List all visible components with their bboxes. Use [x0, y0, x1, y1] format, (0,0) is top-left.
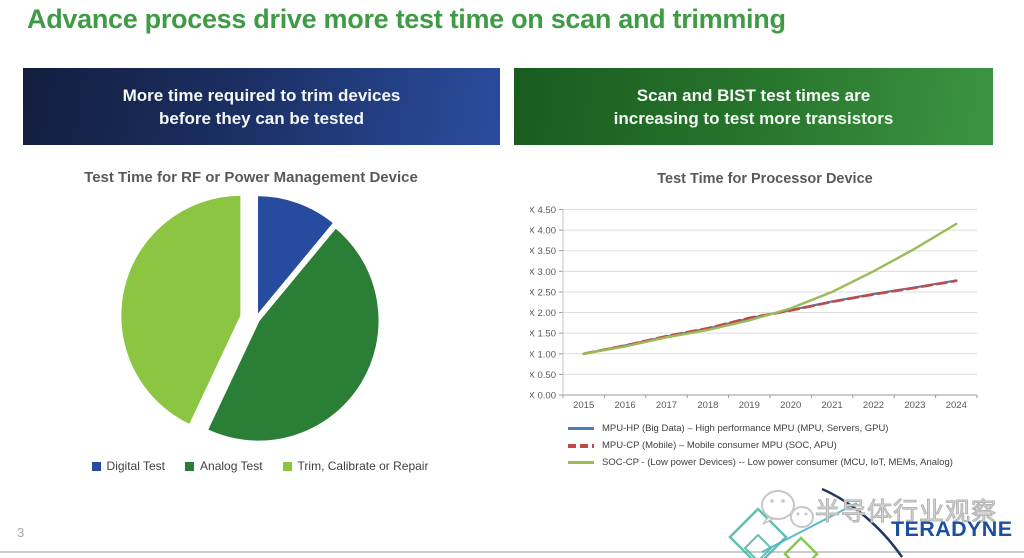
- x-axis-label: 2019: [739, 400, 760, 411]
- header-banner-scan-text: Scan and BIST test times are increasing …: [613, 85, 894, 128]
- x-axis-label: 2023: [904, 400, 925, 411]
- x-axis-label: 2015: [573, 400, 594, 411]
- legend-label: Trim, Calibrate or Repair: [297, 459, 429, 473]
- legend-label: Analog Test: [200, 459, 263, 473]
- pie-chart-title: Test Time for RF or Power Management Dev…: [84, 169, 418, 186]
- y-axis-label: X 3.50: [530, 246, 556, 257]
- y-axis-label: X 4.00: [530, 226, 556, 237]
- logo-diamond-large: [728, 507, 788, 558]
- legend-label: Digital Test: [106, 459, 166, 473]
- pie-legend: Digital Test Analog Test Trim, Calibrate o…: [70, 459, 450, 473]
- bottom-divider: [0, 551, 1024, 553]
- pie-legend-item: Analog Test: [185, 459, 263, 473]
- legend-label: MPU-HP (Big Data) – High performance MPU…: [602, 423, 889, 434]
- pie-chart: [119, 193, 381, 443]
- teradyne-logo-graphic: [728, 487, 904, 558]
- line-chart: X 0.00 X 0.50 X 1.00 X 1.50 X 2.00 X 2.50 X 3.…: [530, 205, 978, 411]
- x-axis-label: 2021: [822, 400, 843, 411]
- legend-swatch: [568, 461, 594, 464]
- y-axis-label: X 1.50: [530, 329, 556, 340]
- teradyne-logo-text: TERADYNE: [891, 517, 1013, 541]
- watermark-text: 半导体行业观察: [814, 498, 998, 527]
- pie-slice-0: [256, 194, 336, 318]
- legend-swatch: [568, 427, 594, 430]
- y-axis-label: X 3.00: [530, 267, 556, 278]
- y-axis-label: X 4.50: [530, 205, 556, 216]
- logo-swoosh: [821, 487, 904, 558]
- wechat-icon: [761, 490, 814, 528]
- legend-swatch: [282, 461, 292, 471]
- pie-legend-item: Digital Test: [91, 459, 166, 473]
- pie-slice-1: [206, 226, 381, 443]
- y-axis-label: X 1.00: [530, 349, 556, 360]
- logo-diamond-green: [783, 536, 819, 558]
- y-axis-label: X 2.00: [530, 308, 556, 319]
- x-axis-label: 2022: [863, 400, 884, 411]
- logo-diamond-inner: [743, 533, 773, 558]
- line-chart-legend: MPU-HP (Big Data) – High performance MPU…: [568, 420, 953, 471]
- slide-title: Advance process drive more test time on …: [27, 4, 786, 34]
- legend-swatch: [568, 443, 594, 448]
- logo-teal-line: [761, 502, 858, 553]
- page-number: 3: [17, 525, 25, 540]
- line-legend-item: MPU-HP (Big Data) – High performance MPU…: [568, 420, 953, 437]
- legend-swatch: [91, 461, 101, 471]
- line-legend-item: MPU-CP (Mobile) – Mobile consumer MPU (S…: [568, 437, 953, 454]
- x-axis-label: 2020: [780, 400, 801, 411]
- legend-swatch: [185, 461, 195, 471]
- line-chart-title: Test Time for Processor Device: [657, 171, 873, 187]
- legend-label: MPU-CP (Mobile) – Mobile consumer MPU (S…: [602, 440, 837, 451]
- x-axis-label: 2016: [615, 400, 636, 411]
- pie-slice-2: [119, 193, 243, 427]
- legend-label: SOC-CP - (Low power Devices) -- Low powe…: [602, 457, 953, 468]
- x-axis-label: 2024: [946, 400, 967, 411]
- header-banner-trim: More time required to trim devices befor…: [23, 68, 500, 145]
- y-axis-label: X 0.00: [530, 391, 556, 402]
- header-banner-trim-text: More time required to trim devices befor…: [122, 85, 401, 128]
- y-axis-label: X 0.50: [530, 370, 556, 381]
- line-legend-item: SOC-CP - (Low power Devices) -- Low powe…: [568, 454, 953, 471]
- x-axis-label: 2017: [656, 400, 677, 411]
- pie-legend-item: Trim, Calibrate or Repair: [282, 459, 429, 473]
- x-axis-label: 2018: [697, 400, 718, 411]
- series-line-2: [582, 222, 958, 356]
- header-banner-scan: Scan and BIST test times are increasing …: [514, 68, 993, 145]
- y-axis-label: X 2.50: [530, 287, 556, 298]
